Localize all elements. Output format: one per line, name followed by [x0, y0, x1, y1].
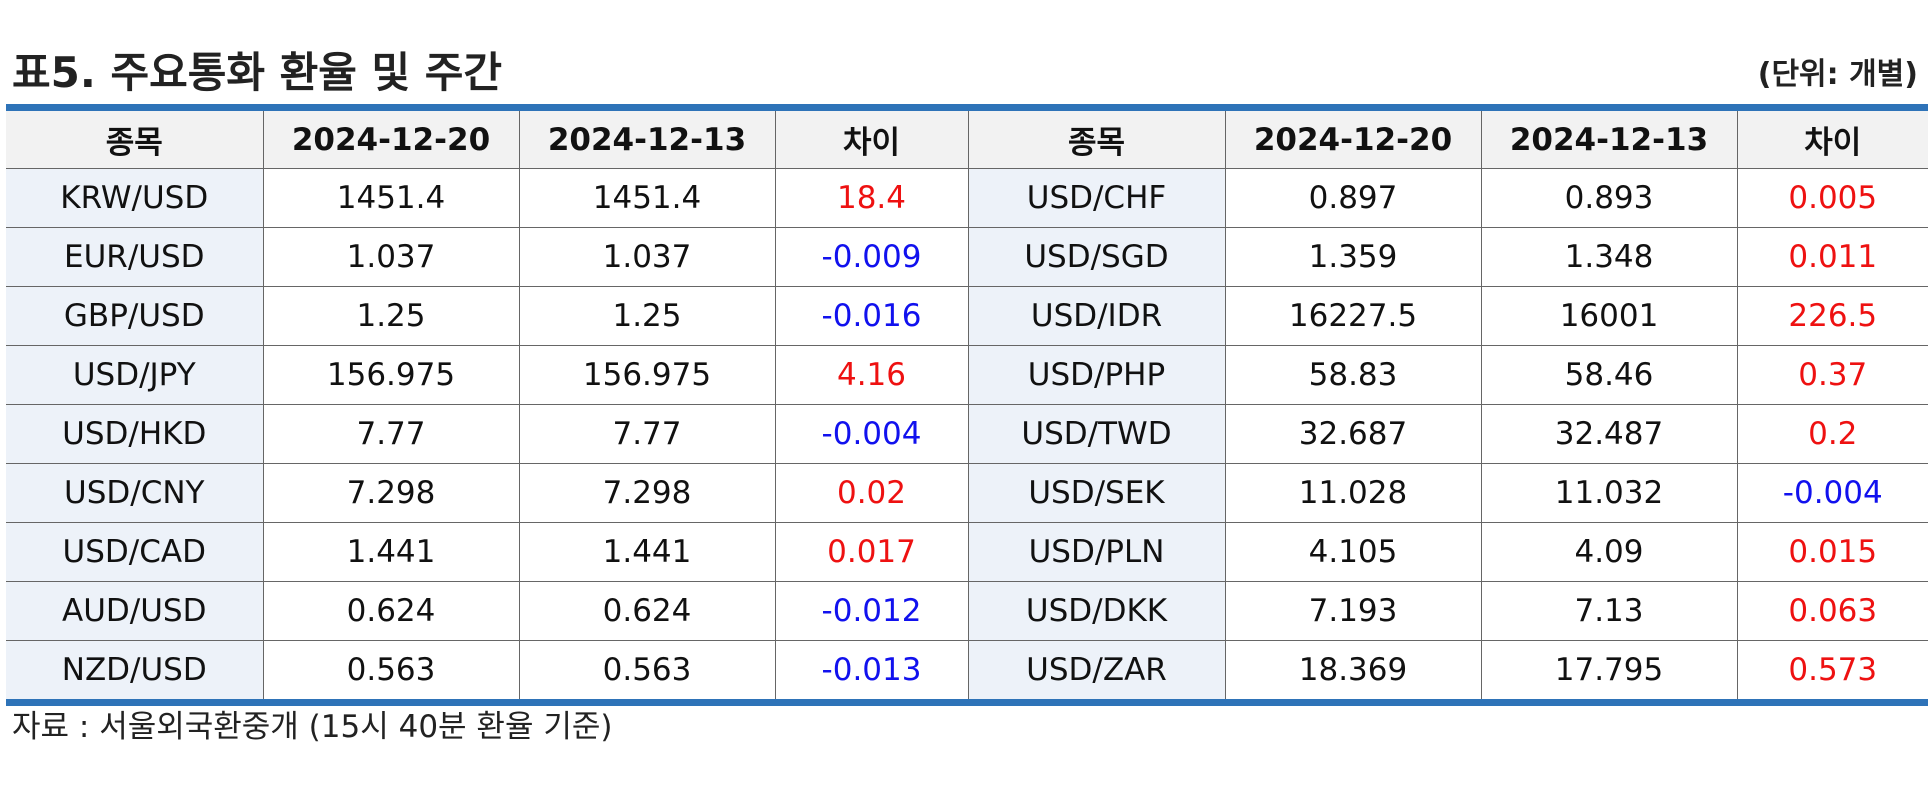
difference-cell: 0.017 [775, 522, 969, 582]
fx-table-wrapper: 종목 2024-12-20 2024-12-13 차이 종목 2024-12-2… [6, 104, 1928, 706]
current-rate-cell: 11.028 [1225, 463, 1482, 523]
currency-pair-cell: USD/PLN [968, 522, 1226, 582]
difference-cell: 0.063 [1737, 581, 1928, 641]
table-row: AUD/USD 0.624 0.624 -0.012 USD/DKK 7.193… [6, 581, 1928, 641]
difference-cell: -0.016 [775, 286, 969, 346]
current-rate-cell: 1.25 [263, 286, 520, 346]
column-header: 차이 [1737, 107, 1928, 169]
previous-rate-cell: 58.46 [1481, 345, 1738, 405]
currency-pair-cell: AUD/USD [6, 581, 264, 641]
table-header-row: 종목 2024-12-20 2024-12-13 차이 종목 2024-12-2… [6, 107, 1928, 169]
currency-pair-cell: USD/CNY [6, 463, 264, 523]
column-header: 2024-12-13 [1481, 107, 1738, 169]
current-rate-cell: 1.037 [263, 227, 520, 287]
current-rate-cell: 4.105 [1225, 522, 1482, 582]
previous-rate-cell: 1.441 [519, 522, 776, 582]
unit-label: (단위: 개별) [1757, 57, 1918, 92]
table-row: GBP/USD 1.25 1.25 -0.016 USD/IDR 16227.5… [6, 286, 1928, 346]
current-rate-cell: 156.975 [263, 345, 520, 405]
table-row: EUR/USD 1.037 1.037 -0.009 USD/SGD 1.359… [6, 227, 1928, 287]
difference-cell: 0.2 [1737, 404, 1928, 464]
table-row: USD/HKD 7.77 7.77 -0.004 USD/TWD 32.687 … [6, 404, 1928, 464]
column-header: 차이 [775, 107, 969, 169]
column-header: 종목 [968, 107, 1226, 169]
currency-pair-cell: USD/SEK [968, 463, 1226, 523]
currency-pair-cell: GBP/USD [6, 286, 264, 346]
currency-pair-cell: EUR/USD [6, 227, 264, 287]
current-rate-cell: 16227.5 [1225, 286, 1482, 346]
previous-rate-cell: 16001 [1481, 286, 1738, 346]
currency-pair-cell: USD/IDR [968, 286, 1226, 346]
currency-pair-cell: USD/CHF [968, 168, 1226, 228]
previous-rate-cell: 0.563 [519, 640, 776, 703]
current-rate-cell: 58.83 [1225, 345, 1482, 405]
column-header: 2024-12-20 [263, 107, 520, 169]
previous-rate-cell: 1.037 [519, 227, 776, 287]
currency-pair-cell: USD/TWD [968, 404, 1226, 464]
difference-cell: -0.009 [775, 227, 969, 287]
table-row: NZD/USD 0.563 0.563 -0.013 USD/ZAR 18.36… [6, 640, 1928, 703]
difference-cell: 18.4 [775, 168, 969, 228]
current-rate-cell: 7.193 [1225, 581, 1482, 641]
column-header: 종목 [6, 107, 264, 169]
difference-cell: 0.015 [1737, 522, 1928, 582]
currency-pair-cell: USD/SGD [968, 227, 1226, 287]
current-rate-cell: 0.624 [263, 581, 520, 641]
previous-rate-cell: 0.893 [1481, 168, 1738, 228]
current-rate-cell: 7.298 [263, 463, 520, 523]
difference-cell: 4.16 [775, 345, 969, 405]
difference-cell: 0.37 [1737, 345, 1928, 405]
previous-rate-cell: 17.795 [1481, 640, 1738, 703]
previous-rate-cell: 1451.4 [519, 168, 776, 228]
currency-pair-cell: USD/JPY [6, 345, 264, 405]
difference-cell: 226.5 [1737, 286, 1928, 346]
previous-rate-cell: 7.13 [1481, 581, 1738, 641]
previous-rate-cell: 4.09 [1481, 522, 1738, 582]
currency-pair-cell: KRW/USD [6, 168, 264, 228]
previous-rate-cell: 11.032 [1481, 463, 1738, 523]
current-rate-cell: 1.441 [263, 522, 520, 582]
current-rate-cell: 32.687 [1225, 404, 1482, 464]
table-row: USD/JPY 156.975 156.975 4.16 USD/PHP 58.… [6, 345, 1928, 405]
difference-cell: 0.02 [775, 463, 969, 523]
current-rate-cell: 1451.4 [263, 168, 520, 228]
source-note: 자료 : 서울외국환중개 (15시 40분 환율 기준) [12, 709, 613, 745]
difference-cell: 0.011 [1737, 227, 1928, 287]
column-header: 2024-12-13 [519, 107, 776, 169]
difference-cell: 0.573 [1788, 652, 1878, 688]
difference-cell: -0.004 [1737, 463, 1928, 523]
table-row: USD/CNY 7.298 7.298 0.02 USD/SEK 11.028 … [6, 463, 1928, 523]
difference-cell: -0.013 [775, 640, 969, 703]
fx-rate-table: 종목 2024-12-20 2024-12-13 차이 종목 2024-12-2… [6, 104, 1928, 706]
previous-rate-cell: 156.975 [519, 345, 776, 405]
previous-rate-cell: 7.298 [519, 463, 776, 523]
currency-pair-cell: USD/PHP [968, 345, 1226, 405]
current-rate-cell: 7.77 [263, 404, 520, 464]
currency-pair-cell: USD/DKK [968, 581, 1226, 641]
difference-cell: -0.004 [775, 404, 969, 464]
currency-pair-cell: USD/ZAR [968, 640, 1226, 703]
table-row: USD/CAD 1.441 1.441 0.017 USD/PLN 4.105 … [6, 522, 1928, 582]
currency-pair-cell: USD/CAD [6, 522, 264, 582]
previous-rate-cell: 32.487 [1481, 404, 1738, 464]
currency-pair-cell: NZD/USD [6, 640, 264, 703]
table-title: 표5. 주요통화 환율 및 주간 [12, 48, 503, 97]
current-rate-cell: 1.359 [1225, 227, 1482, 287]
current-rate-cell: 0.897 [1225, 168, 1482, 228]
previous-rate-cell: 1.348 [1481, 227, 1738, 287]
table-row: KRW/USD 1451.4 1451.4 18.4 USD/CHF 0.897… [6, 168, 1928, 228]
column-header: 2024-12-20 [1225, 107, 1482, 169]
current-rate-cell: 18.369 [1225, 640, 1482, 703]
currency-pair-cell: USD/HKD [6, 404, 264, 464]
current-rate-cell: 0.563 [263, 640, 520, 703]
title-row: 표5. 주요통화 환율 및 주간 (단위: 개별) [12, 42, 1918, 104]
previous-rate-cell: 1.25 [519, 286, 776, 346]
difference-cell: 0.005 [1737, 168, 1928, 228]
difference-cell: -0.012 [775, 581, 969, 641]
previous-rate-cell: 7.77 [519, 404, 776, 464]
previous-rate-cell: 0.624 [519, 581, 776, 641]
